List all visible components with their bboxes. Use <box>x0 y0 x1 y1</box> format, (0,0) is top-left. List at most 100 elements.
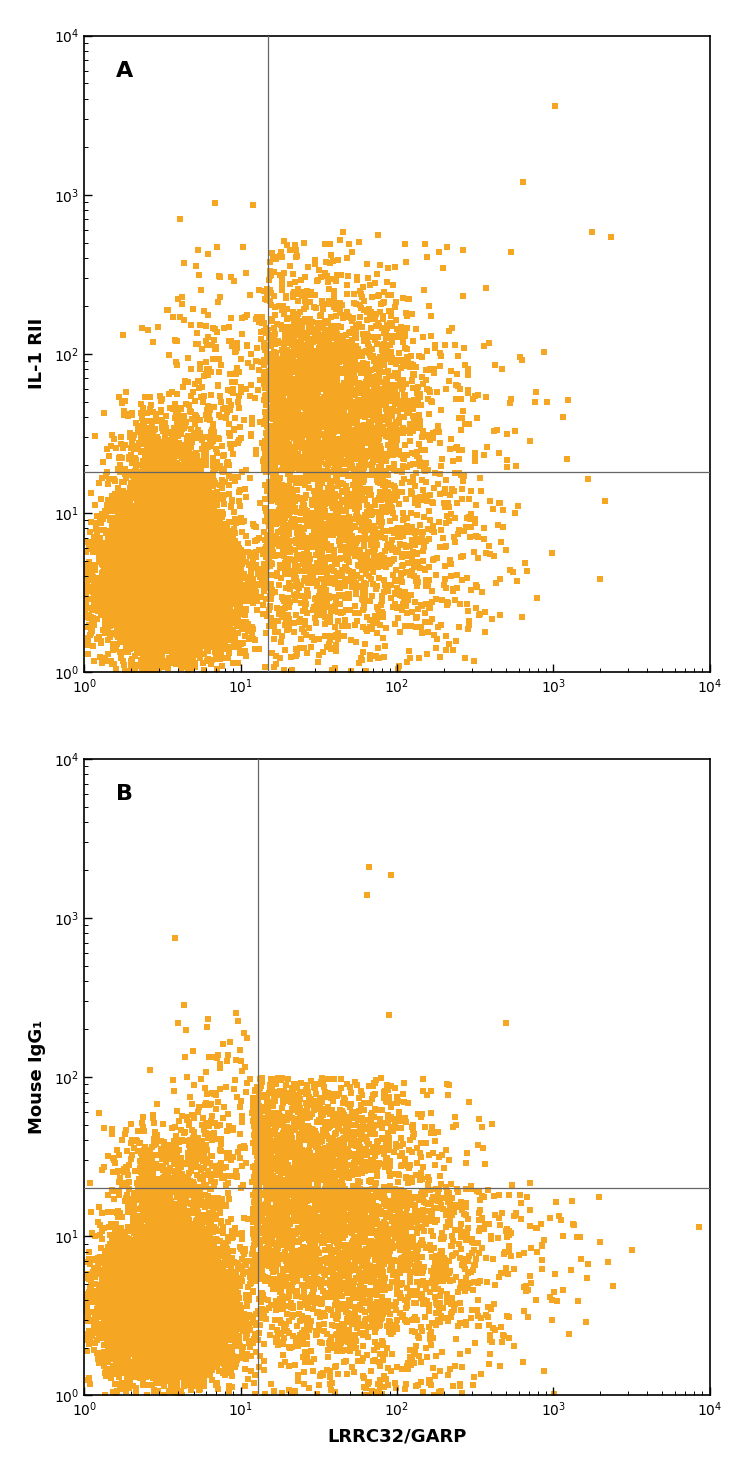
Point <box>437 1187 449 1211</box>
Point <box>136 1311 148 1335</box>
Point <box>352 489 364 513</box>
Point <box>179 1295 191 1318</box>
Point <box>149 570 161 594</box>
Point <box>334 1282 346 1305</box>
Point <box>148 1211 160 1234</box>
Point <box>140 588 152 611</box>
Point <box>197 1311 209 1335</box>
Point <box>185 1261 197 1284</box>
Point <box>364 430 376 454</box>
Point <box>137 1146 149 1170</box>
Point <box>367 1118 379 1142</box>
Point <box>148 622 160 645</box>
Point <box>175 533 187 557</box>
Point <box>204 1330 216 1354</box>
Point <box>165 611 177 635</box>
Point <box>305 527 317 551</box>
Point <box>368 1152 380 1175</box>
Point <box>131 595 143 619</box>
Point <box>189 1228 201 1252</box>
Point <box>164 546 176 570</box>
Point <box>163 1296 175 1320</box>
Point <box>301 321 313 345</box>
Point <box>137 585 149 608</box>
Point <box>444 1195 456 1218</box>
Point <box>304 1206 316 1230</box>
Point <box>362 1230 374 1254</box>
Point <box>215 544 227 567</box>
Point <box>154 1333 166 1357</box>
Point <box>155 486 167 510</box>
Point <box>217 1164 229 1187</box>
Point <box>184 1137 196 1161</box>
Point <box>315 393 327 417</box>
Point <box>137 1339 149 1363</box>
Point <box>108 1237 120 1261</box>
Point <box>199 1255 211 1279</box>
Point <box>137 1290 149 1314</box>
Point <box>226 1329 238 1352</box>
Point <box>126 580 138 604</box>
Point <box>259 1153 271 1177</box>
Point <box>340 432 352 455</box>
Point <box>194 1346 206 1370</box>
Point <box>100 591 112 614</box>
Point <box>122 569 134 592</box>
Point <box>206 1199 218 1223</box>
Point <box>164 1256 176 1280</box>
Point <box>206 1192 218 1215</box>
Point <box>234 415 246 439</box>
Point <box>215 1295 227 1318</box>
Point <box>180 1320 192 1343</box>
Point <box>249 386 261 409</box>
Point <box>221 538 233 561</box>
Point <box>316 533 328 557</box>
Point <box>282 1153 294 1177</box>
Point <box>349 1106 361 1130</box>
Point <box>110 1248 122 1271</box>
Point <box>144 627 156 651</box>
Point <box>122 1215 134 1239</box>
Point <box>211 1287 223 1311</box>
Point <box>244 1335 256 1358</box>
Point <box>301 1168 313 1192</box>
Point <box>152 452 164 476</box>
Point <box>351 501 363 524</box>
Point <box>147 544 159 567</box>
Point <box>212 1267 224 1290</box>
Point <box>146 573 158 597</box>
Point <box>164 1173 176 1196</box>
Point <box>253 1177 265 1200</box>
Point <box>128 1296 140 1320</box>
Point <box>158 530 170 554</box>
Point <box>376 370 388 393</box>
Point <box>167 555 179 579</box>
Point <box>302 336 314 359</box>
Point <box>178 1317 190 1340</box>
Point <box>251 1140 263 1164</box>
Point <box>117 591 129 614</box>
Point <box>349 442 361 465</box>
Point <box>196 1332 208 1355</box>
Point <box>293 1084 305 1108</box>
Point <box>181 445 193 468</box>
Point <box>139 1276 151 1299</box>
Point <box>160 1137 172 1161</box>
Point <box>179 580 191 604</box>
Point <box>163 582 175 605</box>
Point <box>201 601 213 625</box>
Point <box>188 1307 200 1330</box>
Point <box>206 576 218 600</box>
Point <box>157 551 169 574</box>
Point <box>281 1186 293 1209</box>
Point <box>173 1333 185 1357</box>
Point <box>209 1326 220 1349</box>
Point <box>141 1282 153 1305</box>
Point <box>165 1332 177 1355</box>
Point <box>224 1292 236 1315</box>
Point <box>433 240 445 264</box>
Point <box>142 561 154 585</box>
Point <box>183 602 195 626</box>
Point <box>181 538 193 561</box>
Point <box>106 1329 118 1352</box>
